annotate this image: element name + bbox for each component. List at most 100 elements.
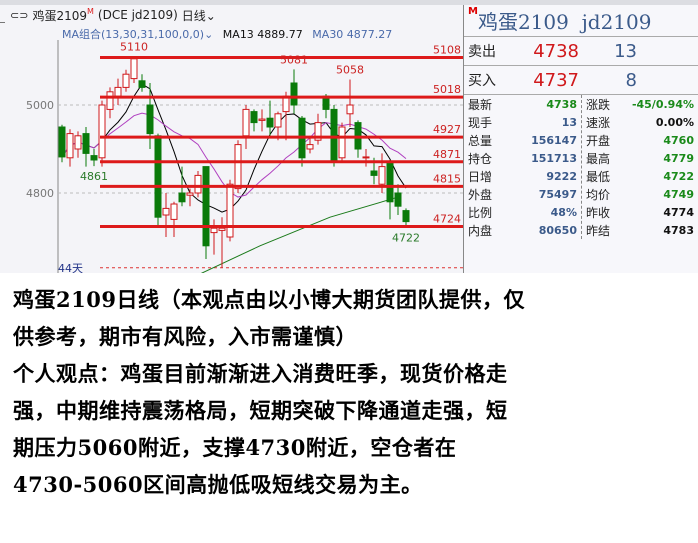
candle: [66, 129, 74, 167]
candle-body: [362, 156, 370, 159]
candle: [98, 100, 106, 167]
candle-body: [314, 122, 322, 141]
sell-label: 卖出: [468, 44, 496, 60]
candle-body: [226, 183, 234, 238]
candle: [106, 87, 114, 119]
ma30-value: MA30 4877.27: [312, 28, 393, 41]
candle: [82, 127, 90, 167]
candle: [170, 201, 178, 237]
candle-body: [210, 227, 218, 234]
y-tick-label: 5000: [26, 99, 54, 112]
candle-body: [290, 82, 298, 106]
level-label: 5108: [433, 43, 461, 56]
buy-volume: 8: [625, 69, 637, 91]
window-top-strip: [0, 0, 698, 5]
quote-row: 最低 4722: [582, 167, 698, 185]
level-label: 4815: [433, 172, 461, 185]
days-label: 44天: [58, 262, 83, 273]
buy-label: 买入: [468, 73, 496, 89]
quote-row: 持仓 151713: [464, 149, 581, 167]
candle: [258, 109, 266, 132]
analysis-line: 4730-5060区间高抛低吸短线交易为主。: [13, 472, 423, 497]
candle: [162, 193, 170, 237]
candle-body: [178, 192, 186, 203]
candle-body: [114, 86, 122, 97]
quote-row: 开盘 4760: [582, 131, 698, 149]
candle-body: [90, 155, 98, 161]
candle: [274, 111, 282, 141]
candle: [130, 56, 138, 83]
quote-value: 0.00%: [655, 115, 694, 129]
candle-body: [122, 73, 130, 88]
quote-value: 4779: [663, 151, 694, 165]
candle: [306, 135, 314, 154]
candle-body: [202, 166, 210, 247]
candle-body: [58, 126, 66, 158]
candle-body: [266, 117, 274, 128]
quote-label: 涨跌: [586, 97, 611, 112]
quote-row: 昨收 4774: [582, 203, 698, 221]
quote-label: 昨结: [586, 223, 611, 238]
quote-value: 4760: [663, 133, 694, 147]
chevron-down-icon: ⌄: [205, 8, 216, 23]
price-annotation: 5110: [120, 41, 148, 54]
quote-label: 开盘: [586, 133, 611, 148]
price-annotation: 4630: [208, 272, 236, 273]
quote-value: 9222: [546, 169, 577, 183]
quote-row: 总量 156147: [464, 131, 581, 149]
quote-value: -45/0.94%: [631, 97, 694, 111]
quote-value: 4783: [663, 223, 694, 237]
period-select[interactable]: 日线⌄: [181, 8, 216, 23]
quote-label: 内盘: [468, 223, 493, 238]
candle-body: [106, 91, 114, 110]
candle-body: [258, 118, 266, 121]
sell-row[interactable]: 卖出 4738 13: [464, 37, 698, 66]
chart-toolbar: ⊂⊃ 鸡蛋2109M (DCE jd2109) 日线⌄: [10, 7, 216, 23]
candle-body: [234, 144, 242, 190]
candle: [314, 113, 322, 145]
candle: [202, 166, 210, 259]
candle-body: [130, 58, 138, 80]
candle: [138, 74, 146, 92]
quote-label: 速涨: [586, 115, 611, 130]
link-icon[interactable]: ⊂⊃: [10, 8, 29, 22]
quote-row: 涨跌 -45/0.94%: [582, 95, 698, 113]
quote-grid: 最新 4738 现手 13 总量 156147 持仓 151713 日增 9222 外盘 75497 比…: [464, 95, 698, 239]
ma-legend: MA组合(13,30,31,100,0,0)⌄ MA13 4889.77 MA3…: [62, 26, 392, 42]
quote-row: 最新 4738: [464, 95, 581, 113]
y-tick-label: 4800: [26, 187, 54, 200]
candle: [122, 69, 130, 92]
price-annotation: 5081: [280, 53, 308, 66]
ma-group-select[interactable]: MA组合(13,30,31,100,0,0)⌄: [62, 28, 214, 41]
candle-body: [250, 111, 258, 124]
analysis-line: 期压力5060附近，支撑4730附近，空仓者在: [13, 435, 457, 460]
candle-body: [218, 227, 226, 231]
quote-label: 昨收: [586, 205, 611, 220]
quote-row: 现手 13: [464, 113, 581, 131]
quote-label: 比例: [468, 205, 493, 220]
candle-body: [346, 104, 354, 115]
quote-value: 151713: [531, 151, 577, 165]
candle-body: [138, 80, 146, 88]
quote-row: 速涨 0.00%: [582, 113, 698, 131]
candle: [338, 122, 346, 163]
main-contract-badge: M: [86, 6, 94, 16]
analysis-text-box: 鸡蛋2109日线（本观点由以小博大期货团队提供，仅 供参考，期市有风险，入市需谨慎…: [0, 273, 698, 543]
quote-row: 日增 9222: [464, 167, 581, 185]
quote-label: 日增: [468, 169, 493, 184]
buy-row[interactable]: 买入 4737 8: [464, 66, 698, 95]
candle: [266, 100, 274, 136]
price-annotation: 4861: [80, 170, 108, 183]
candle: [362, 149, 370, 167]
quote-value: 4774: [663, 205, 694, 219]
analysis-line: 强，中期维持震荡格局，短期突破下降通道走强，短: [13, 398, 508, 423]
analysis-line: 鸡蛋2109日线（本观点由以小博大期货团队提供，仅: [13, 287, 525, 312]
candle-body: [394, 192, 402, 207]
analysis-line: 供参考，期市有风险，入市需谨慎）: [13, 324, 357, 349]
kline-chart[interactable]: 5000 4800 5108 5018 4927 4871 4815 4724 5110 5081…: [0, 23, 463, 273]
candle-body: [66, 133, 74, 159]
candle-body: [162, 207, 170, 216]
price-annotation: 4722: [392, 231, 420, 244]
candle-body: [170, 203, 178, 220]
ma30-line: [61, 112, 407, 198]
